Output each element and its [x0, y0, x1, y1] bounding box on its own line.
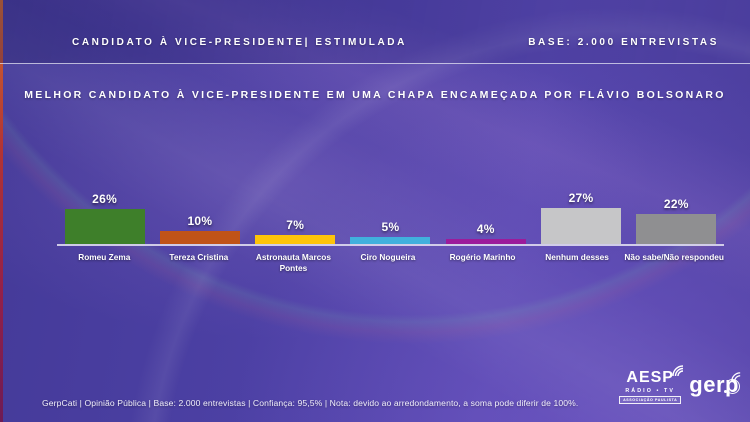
category-label: Nenhum desses [545, 252, 609, 262]
bar-column: 5% [343, 220, 438, 244]
bar-column: 26% [57, 192, 152, 244]
bar-chart: 26% 10% 7% 5% 4% 27% 22% Romeu Zema Terez… [57, 186, 724, 274]
category-label: Ciro Nogueira [360, 252, 416, 262]
aesp-wordmark: AESP [626, 365, 684, 386]
bar-value-label: 5% [381, 220, 400, 235]
bar-value-label: 26% [92, 191, 118, 206]
bar-value-label: 22% [663, 197, 689, 212]
category-label: Romeu Zema [78, 252, 131, 262]
bar-column: 7% [248, 217, 343, 244]
bar-value-label: 7% [286, 217, 305, 232]
category-label: Tereza Cristina [169, 252, 229, 262]
logos-group: AESP RÁDIO • TV ASSOCIAÇÃO PAULISTA gerp [619, 365, 741, 404]
bar-value-label: 10% [187, 213, 213, 228]
gerp-logo: gerp [689, 372, 741, 404]
aesp-subtitle-text: RÁDIO • TV [625, 388, 676, 394]
bar [541, 207, 622, 244]
gerp-ring-decoration [725, 379, 740, 394]
aesp-name-text: AESP [626, 369, 674, 386]
footnote: GerpCati | Opinião Pública | Base: 2.000… [42, 398, 579, 408]
chart-labels: Romeu Zema Tereza Cristina Astronauta Marc… [57, 246, 724, 274]
left-edge-accent-strip [0, 0, 3, 422]
bar-column: 22% [629, 197, 724, 244]
bar [445, 238, 526, 244]
bar-column: 10% [152, 213, 247, 244]
bar [350, 237, 431, 244]
category-label: Rogério Marinho [449, 252, 516, 262]
aesp-badge-text: ASSOCIAÇÃO PAULISTA [619, 396, 682, 404]
gerp-name-text: ger [689, 372, 726, 397]
gerp-dot-decoration [724, 390, 727, 393]
category-label: Astronauta Marcos Pontes [255, 252, 331, 273]
bar-value-label: 4% [476, 221, 495, 236]
bar-column: 4% [438, 222, 533, 244]
header-base-label: BASE: 2.000 ENTREVISTAS [528, 37, 719, 48]
x-axis-line [57, 244, 724, 246]
bar-column: 27% [533, 190, 628, 244]
chart-plot: 26% 10% 7% 5% 4% 27% 22% [57, 186, 724, 244]
bar-value-label: 27% [568, 190, 594, 205]
page-title: MELHOR CANDIDATO À VICE-PRESIDENTE EM UM… [24, 89, 726, 101]
bar [636, 214, 717, 244]
aesp-logo: AESP RÁDIO • TV ASSOCIAÇÃO PAULISTA [619, 365, 684, 404]
bar [159, 230, 240, 244]
bar [255, 234, 336, 244]
header-question-label: CANDIDATO À VICE-PRESIDENTE| ESTIMULADA [72, 37, 407, 48]
header-band: CANDIDATO À VICE-PRESIDENTE| ESTIMULADA … [0, 0, 750, 64]
signal-waves-icon [672, 365, 684, 381]
bar [64, 208, 145, 244]
category-label: Não sabe/Não respondeu [624, 252, 724, 262]
